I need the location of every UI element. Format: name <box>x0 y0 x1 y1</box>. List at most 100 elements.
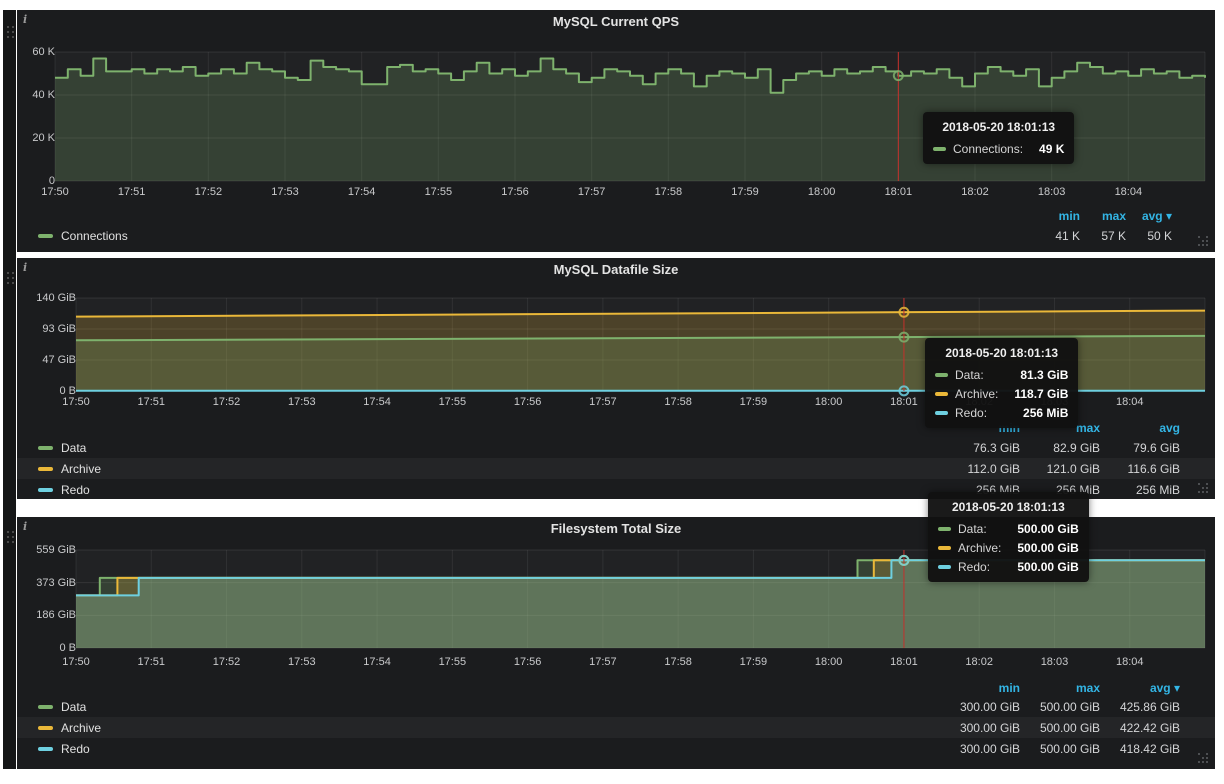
panel-drag-handle[interactable] <box>7 531 15 545</box>
y-axis-label: 559 GiB <box>36 544 76 556</box>
panel-drag-handle[interactable] <box>7 272 15 286</box>
legend-stat-header[interactable]: max <box>1080 209 1126 223</box>
tooltip-series-dash-icon <box>938 565 951 569</box>
x-axis-label: 17:56 <box>514 396 542 408</box>
legend-header-row: minmaxavg ▾ <box>17 677 1215 698</box>
legend-series-label[interactable]: Data <box>61 700 86 714</box>
legend-stat-value: 79.6 GiB <box>1100 441 1180 455</box>
legend-series-label[interactable]: Archive <box>61 721 101 735</box>
tooltip-series-dash-icon <box>935 392 948 396</box>
y-axis-label: 47 GiB <box>42 354 76 366</box>
legend-row: Archive112.0 GiB121.0 GiB116.6 GiB <box>17 458 1215 479</box>
x-axis-label: 17:59 <box>731 186 759 198</box>
x-axis-label: 17:58 <box>655 186 683 198</box>
legend-stat-header[interactable]: min <box>940 681 1020 695</box>
tooltip-series-label: Archive: <box>958 541 1001 555</box>
legend-stat-value: 300.00 GiB <box>940 700 1020 714</box>
legend-stat-value: 256 MiB <box>1100 483 1180 497</box>
tooltip-series-dash-icon <box>935 411 948 415</box>
x-axis-label: 17:50 <box>41 186 69 198</box>
legend-row: Connections41 K57 K50 K <box>17 225 1215 246</box>
legend-stat-header[interactable]: avg ▾ <box>1100 681 1180 695</box>
legend-series-dash-icon[interactable] <box>38 234 53 238</box>
legend-stat-value: 57 K <box>1080 229 1126 243</box>
x-axis-label: 17:58 <box>664 396 692 408</box>
panel-drag-handle[interactable] <box>7 26 15 40</box>
tooltip-series-row: Redo: 500.00 GiB <box>938 560 1079 574</box>
legend-stat-header[interactable]: max <box>1020 681 1100 695</box>
grafana-dashboard: i MySQL Current QPS 020 K40 K60 K17:5017… <box>0 0 1224 784</box>
y-axis-label: 20 K <box>32 132 55 144</box>
panel-title[interactable]: MySQL Current QPS <box>17 14 1215 29</box>
tooltip-datafile-size: 2018-05-20 18:01:13 Data: 81.3 GiB Archive… <box>925 338 1078 428</box>
panel-resize-grip[interactable] <box>1198 236 1209 247</box>
tooltip-series-dash-icon <box>935 373 948 377</box>
x-axis-label: 17:59 <box>740 656 768 668</box>
panel-resize-grip[interactable] <box>1198 483 1209 494</box>
tooltip-series-dash-icon <box>933 147 946 151</box>
tooltip-series-row: Archive:500.00 GiB <box>938 541 1079 555</box>
legend-stat-header[interactable]: min <box>1034 209 1080 223</box>
tooltip-series-value: 500.00 GiB <box>1001 560 1078 574</box>
tooltip-timestamp: 2018-05-20 18:01:13 <box>935 344 1068 363</box>
legend-stat-value: 422.42 GiB <box>1100 721 1180 735</box>
legend-stat-header[interactable]: avg ▾ <box>1126 209 1172 223</box>
tooltip-series-label: Redo: <box>958 560 990 574</box>
x-axis-label: 17:57 <box>589 396 617 408</box>
y-axis-label: 0 B <box>59 642 76 654</box>
x-axis-label: 17:50 <box>62 396 90 408</box>
legend-stat-value: 500.00 GiB <box>1020 721 1100 735</box>
x-axis-label: 17:56 <box>514 656 542 668</box>
legend-stat-value: 300.00 GiB <box>940 721 1020 735</box>
legend-series-label[interactable]: Redo <box>61 742 90 756</box>
legend-stat-value: 116.6 GiB <box>1100 462 1180 476</box>
legend-series-dash-icon[interactable] <box>38 467 53 471</box>
x-axis-label: 17:53 <box>271 186 299 198</box>
panel-title[interactable]: MySQL Datafile Size <box>17 262 1215 277</box>
tooltip-qps: 2018-05-20 18:01:13 Connections:49 K <box>923 112 1074 164</box>
legend-stat-value: 425.86 GiB <box>1100 700 1180 714</box>
tooltip-timestamp: 2018-05-20 18:01:13 <box>938 498 1079 517</box>
legend-stat-value: 500.00 GiB <box>1020 700 1100 714</box>
x-axis-label: 17:53 <box>288 396 316 408</box>
legend-series-label[interactable]: Data <box>61 441 86 455</box>
tooltip-series-value: 81.3 GiB <box>1004 368 1068 382</box>
x-axis-label: 18:03 <box>1038 186 1066 198</box>
x-axis-label: 17:52 <box>195 186 223 198</box>
legend-row: Archive 300.00 GiB500.00 GiB422.42 GiB <box>17 717 1215 738</box>
tooltip-series-value: 118.7 GiB <box>998 387 1068 401</box>
y-axis-label: 140 GiB <box>36 292 76 304</box>
x-axis-label: 18:00 <box>815 396 843 408</box>
legend-series-dash-icon[interactable] <box>38 705 53 709</box>
x-axis-label: 18:03 <box>1041 656 1069 668</box>
legend-stat-header[interactable]: avg <box>1100 421 1180 435</box>
legend-series-label[interactable]: Redo <box>61 483 90 497</box>
legend-series-dash-icon[interactable] <box>38 446 53 450</box>
tooltip-series-label: Data: <box>955 368 984 382</box>
legend-series-label[interactable]: Connections <box>61 229 128 243</box>
legend-stat-value: 500.00 GiB <box>1020 742 1100 756</box>
y-axis-label: 93 GiB <box>42 323 76 335</box>
legend-stat-value: 76.3 GiB <box>940 441 1020 455</box>
x-axis-label: 17:55 <box>439 656 467 668</box>
legend-series-dash-icon[interactable] <box>38 726 53 730</box>
tooltip-timestamp: 2018-05-20 18:01:13 <box>933 118 1064 137</box>
x-axis-label: 17:52 <box>213 396 241 408</box>
legend-series-dash-icon[interactable] <box>38 488 53 492</box>
legend-series-label[interactable]: Archive <box>61 462 101 476</box>
tooltip-series-value: 256 MiB <box>1007 406 1068 420</box>
tooltip-series-row: Connections:49 K <box>933 142 1064 156</box>
x-axis-label: 18:04 <box>1116 396 1144 408</box>
legend-row: Redo300.00 GiB500.00 GiB418.42 GiB <box>17 738 1215 759</box>
panel-resize-grip[interactable] <box>1198 753 1209 764</box>
x-axis-label: 17:58 <box>664 656 692 668</box>
tooltip-series-row: Redo:256 MiB <box>935 406 1068 420</box>
tooltip-series-value: 500.00 GiB <box>1001 541 1078 555</box>
tooltip-filesystem-size: 2018-05-20 18:01:13 Data:500.00 GiBArchi… <box>928 492 1089 582</box>
tooltip-series-label: Data: <box>958 522 987 536</box>
x-axis-label: 17:51 <box>138 656 166 668</box>
x-axis-label: 17:55 <box>425 186 453 198</box>
legend-series-dash-icon[interactable] <box>38 747 53 751</box>
tooltip-series-label: Archive: <box>955 387 998 401</box>
y-axis-label: 186 GiB <box>36 609 76 621</box>
